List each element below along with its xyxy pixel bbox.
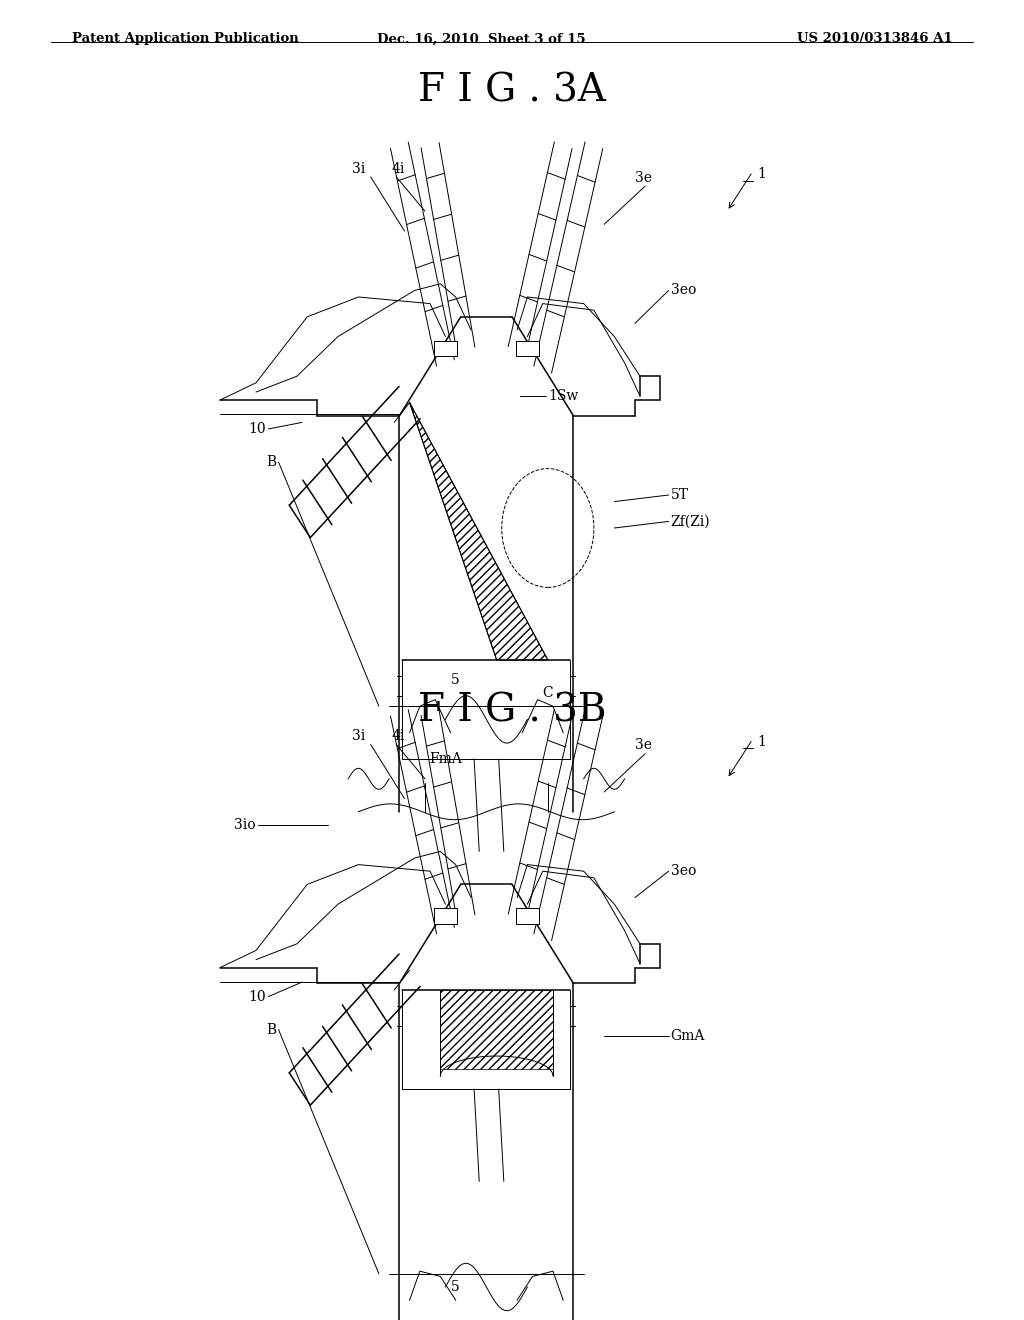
Text: B: B [266,455,276,469]
Text: FmA: FmA [429,752,462,767]
Text: B: B [266,1023,276,1036]
Bar [434,908,457,924]
Text: Patent Application Publication: Patent Application Publication [72,32,298,45]
Text: 5: 5 [452,1280,460,1295]
Text: Zf(Zi): Zf(Zi) [671,515,711,528]
Text: 5: 5 [452,673,460,688]
Text: Dec. 16, 2010  Sheet 3 of 15: Dec. 16, 2010 Sheet 3 of 15 [377,32,586,45]
Text: F I G . 3B: F I G . 3B [418,693,606,730]
Text: C: C [543,686,553,701]
Text: 3eo: 3eo [671,865,696,878]
Text: GmA: GmA [671,1030,706,1043]
Text: US 2010/0313846 A1: US 2010/0313846 A1 [797,32,952,45]
Bar [516,908,539,924]
Text: 3e: 3e [635,170,652,185]
Text: 1Sw: 1Sw [548,389,579,403]
Text: 10: 10 [249,990,266,1003]
Text: 3eo: 3eo [671,284,696,297]
Text: 4i: 4i [391,161,404,176]
Text: F I G . 3A: F I G . 3A [418,73,606,110]
Bar [516,341,539,356]
Text: 5T: 5T [671,488,689,502]
Text: 1: 1 [758,168,767,181]
Text: 3i: 3i [352,161,366,176]
Bar [434,341,457,356]
Text: 3i: 3i [352,729,366,743]
Text: 4i: 4i [391,729,404,743]
Text: 3e: 3e [635,738,652,752]
Text: 3io: 3io [234,818,256,832]
Text: 1: 1 [758,735,767,748]
Text: 10: 10 [249,422,266,436]
